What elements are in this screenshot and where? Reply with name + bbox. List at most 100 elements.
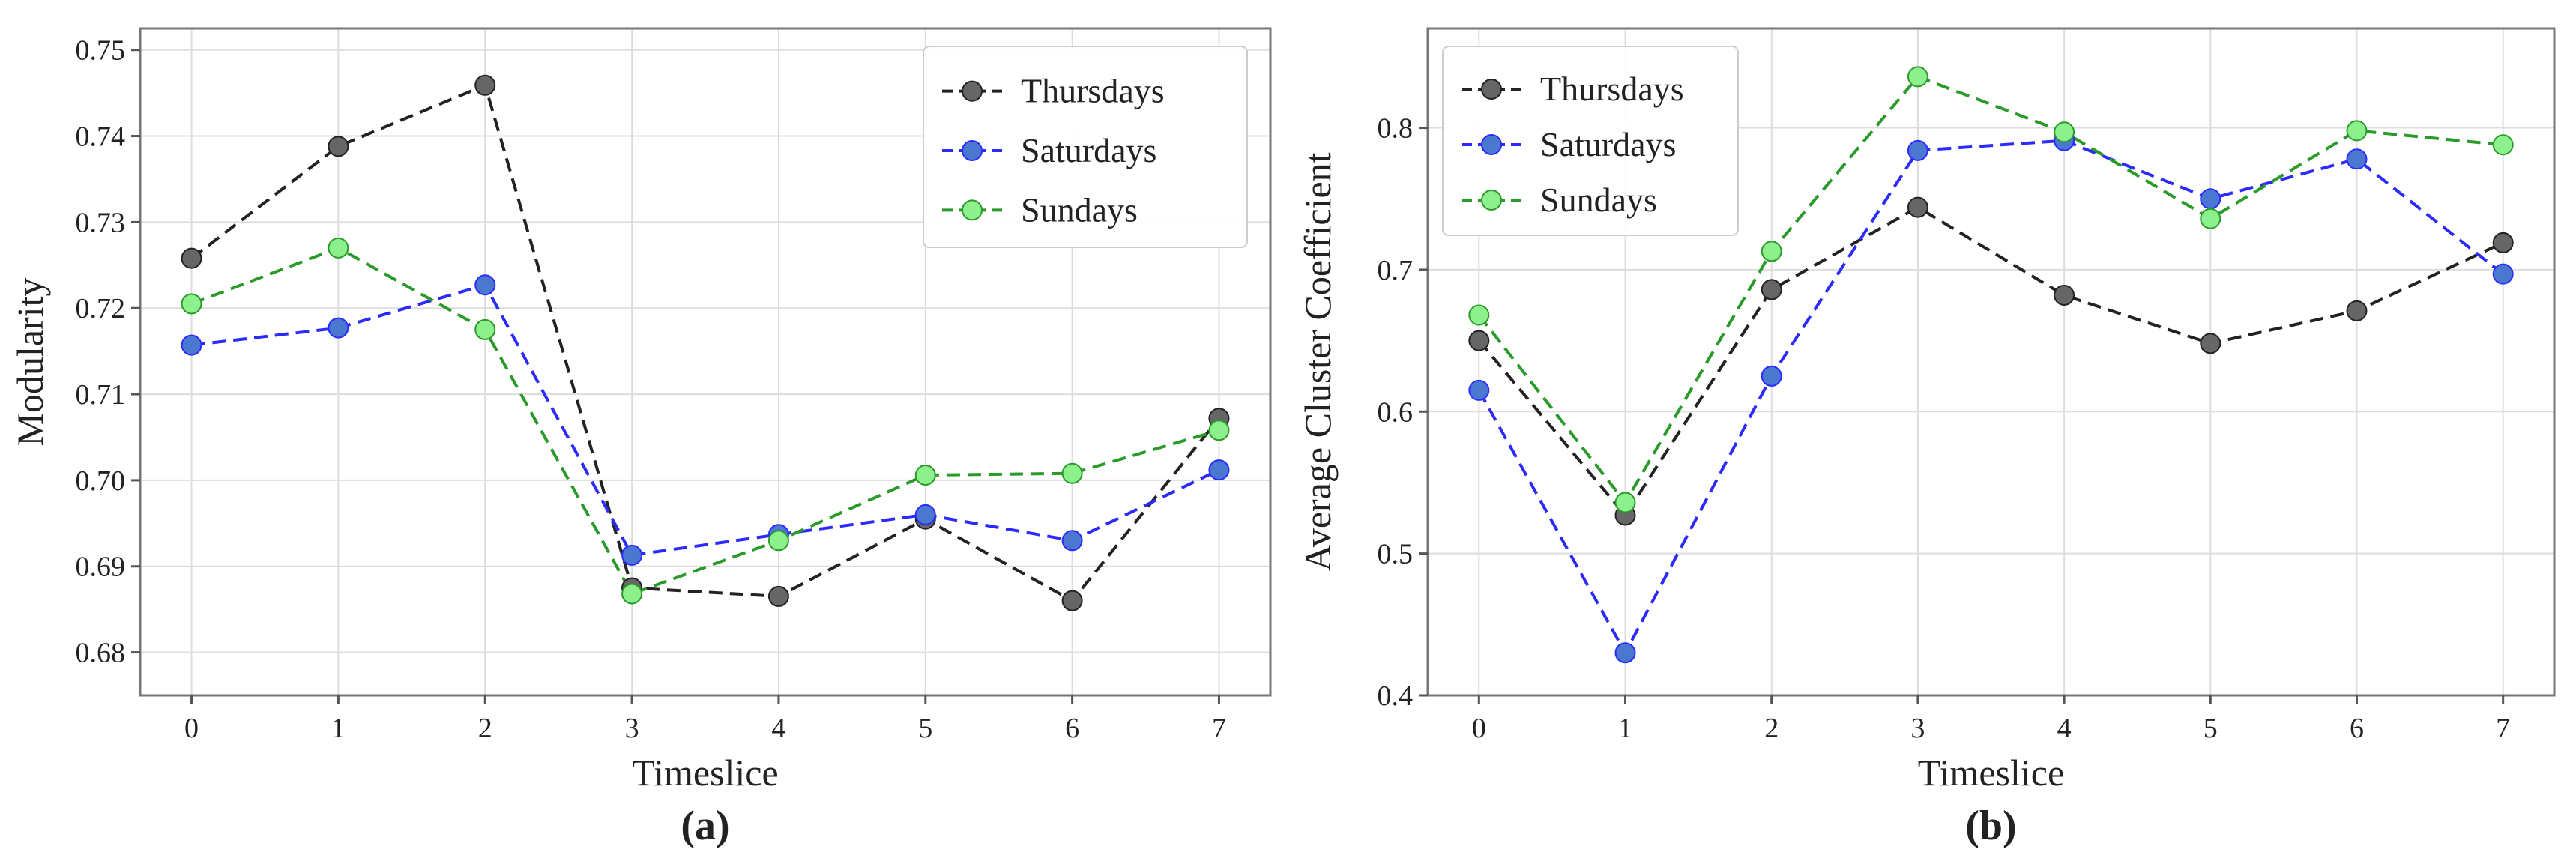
plot-frame-a [139,27,1272,697]
data-point-thursdays [474,74,496,96]
data-point-thursdays [2346,300,2368,321]
panel-label-b: (b) [1965,803,2016,849]
data-point-thursdays [1907,196,1928,218]
data-point-sundays [474,318,496,340]
y-tick-label: 0.6 [1378,396,1414,428]
x-ticks-b: 0 1 2 3 4 5 6 7 [1472,695,2510,744]
x-tick-label: 6 [2350,713,2364,744]
legend-marker-sundays [962,199,983,221]
legend-marker-sundays [1481,190,1502,211]
x-tick-label: 3 [1910,713,1925,744]
y-tick-label: 0.75 [76,35,126,67]
data-point-sundays [767,530,789,552]
data-point-sundays [328,237,349,259]
y-tick-label: 0.5 [1378,539,1414,570]
data-point-sundays [2492,134,2514,156]
panel-label-a: (a) [681,803,729,849]
data-point-thursdays [328,136,349,157]
y-tick-label: 0.4 [1378,680,1414,712]
panel-b: 0.4 0.5 0.6 0.7 0.8 0 1 2 3 4 5 6 7 Timeslice Avera… [1297,27,2556,849]
x-tick-label: 3 [625,713,639,744]
data-point-saturdays [181,334,202,356]
data-point-saturdays [328,317,349,339]
x-tick-label: 7 [2496,713,2510,744]
data-point-thursdays [2054,285,2075,306]
legend-marker-thursdays [1481,79,1502,100]
legend-label-saturdays: Saturdays [1021,131,1156,169]
data-point-thursdays [1761,279,1782,300]
y-axis-label-b: Average Cluster Coefficient [1297,152,1339,571]
data-point-thursdays [2200,333,2221,354]
series-line-sundays [190,246,1220,596]
series-line-thursdays [190,83,1221,603]
legend-marker-saturdays [1481,134,1502,155]
y-ticks-a: 0.68 0.69 0.70 0.71 0.72 0.73 0.74 0.75 [76,35,140,669]
data-point-saturdays [1614,642,1636,664]
data-point-saturdays [1761,365,1782,387]
series-markers-b [1468,66,2514,664]
data-point-thursdays [1061,590,1083,611]
x-tick-label: 1 [1618,713,1632,744]
x-tick-label: 2 [478,713,492,744]
data-point-saturdays [914,504,936,525]
data-point-saturdays [621,544,643,566]
y-tick-label: 0.7 [1378,255,1414,286]
data-point-saturdays [2200,188,2221,210]
y-tick-label: 0.74 [76,121,126,153]
data-point-sundays [914,465,936,486]
series-lines-a [190,83,1221,603]
data-point-saturdays [2346,148,2368,170]
data-point-sundays [1614,492,1636,513]
panel-a: 0.68 0.69 0.70 0.71 0.72 0.73 0.74 0.75 0 1 2 3 4 5 6… [9,27,1272,849]
data-point-saturdays [1061,530,1083,552]
series-line-thursdays [1477,205,2504,518]
y-tick-label: 0.73 [76,207,126,238]
plot-frame-b [1426,27,2556,697]
data-point-thursdays [1468,330,1490,351]
x-tick-label: 4 [2057,713,2072,744]
x-tick-label: 5 [918,713,932,744]
data-point-thursdays [181,247,202,269]
data-point-sundays [2200,208,2221,229]
x-tick-label: 4 [771,713,785,744]
y-tick-label: 0.70 [76,465,126,497]
legend-marker-saturdays [962,140,983,161]
x-tick-label: 0 [184,713,199,744]
data-point-sundays [1468,304,1490,326]
series-markers-a [181,74,1230,611]
data-point-sundays [1907,66,1928,88]
data-point-saturdays [1208,459,1230,481]
data-point-sundays [2054,121,2075,143]
x-axis-label-b: Timeslice [1918,752,2064,794]
legend-b: Thursdays Saturdays Sundays [1442,46,1739,236]
y-tick-label: 0.68 [76,638,126,669]
legend-label-sundays: Sundays [1021,190,1138,229]
data-point-sundays [181,293,202,315]
y-ticks-b: 0.4 0.5 0.6 0.7 0.8 [1378,113,1428,712]
data-point-sundays [1061,462,1083,484]
y-tick-label: 0.71 [76,379,126,411]
data-point-thursdays [2492,232,2514,253]
x-tick-label: 6 [1065,713,1079,744]
data-point-saturdays [1907,139,1928,161]
x-tick-label: 0 [1472,713,1486,744]
y-tick-label: 0.69 [76,552,126,583]
x-tick-label: 2 [1764,713,1779,744]
data-point-saturdays [474,274,496,296]
x-ticks-a: 0 1 2 3 4 5 6 7 [184,695,1226,744]
x-tick-label: 7 [1212,713,1226,744]
series-lines-b [1477,75,2504,656]
grid-a [140,28,1270,695]
data-point-sundays [1208,420,1230,441]
x-axis-label-a: Timeslice [632,752,778,794]
legend-box [923,46,1248,248]
series-line-saturdays [1477,139,2504,656]
data-point-sundays [1761,241,1782,262]
legend-box [1442,46,1739,236]
data-point-saturdays [2492,263,2514,285]
x-tick-label: 5 [2204,713,2218,744]
data-point-sundays [621,583,643,605]
legend-label-thursdays: Thursdays [1540,70,1684,108]
y-tick-label: 0.8 [1378,113,1414,145]
legend-label-sundays: Sundays [1540,181,1657,219]
